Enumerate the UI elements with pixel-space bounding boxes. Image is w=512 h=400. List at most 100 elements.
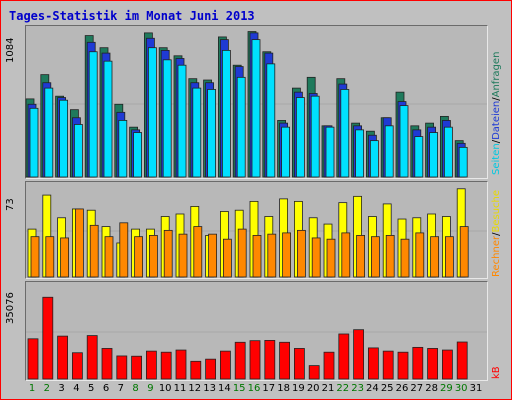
x-tick-label: 27: [410, 383, 424, 394]
x-tick-label: 6: [102, 383, 110, 394]
bar-kb-day-19: [293, 348, 305, 380]
bar-rechner-day-21: [326, 238, 336, 278]
bar-kb-day-1: [27, 338, 39, 380]
x-tick-label: 20: [306, 383, 320, 394]
x-tick-label: 26: [395, 383, 409, 394]
x-tick-label: 1: [28, 383, 36, 394]
bar-kb-day-25: [382, 350, 394, 380]
bar-kb-day-30: [456, 341, 468, 380]
bar-rechner-day-30: [459, 226, 469, 278]
bar-seiten-day-10: [162, 59, 172, 178]
bar-seiten-day-30: [458, 146, 468, 178]
bar-rechner-day-3: [60, 237, 69, 278]
bar-rechner-day-2: [45, 236, 55, 278]
x-tick-label: 14: [218, 383, 231, 394]
bar-kb-day-4: [72, 352, 83, 380]
bar-kb-day-6: [101, 348, 113, 380]
bar-seiten-day-7: [118, 120, 128, 178]
bar-seiten-day-6: [103, 60, 113, 178]
bar-rechner-day-15: [237, 228, 247, 278]
bar-rechner-day-13: [208, 233, 218, 278]
bar-rechner-day-9: [148, 235, 158, 278]
bar-seiten-day-8: [133, 132, 143, 178]
x-tick-label: 19: [292, 383, 305, 394]
x-tick-label: 9: [147, 383, 154, 394]
bar-kb-day-13: [205, 358, 217, 380]
bar-kb-day-9: [145, 350, 157, 380]
x-tick-label: 24: [366, 383, 379, 394]
bar-seiten-day-15: [236, 76, 246, 178]
bar-rechner-day-1: [30, 236, 40, 278]
x-tick-label: 5: [88, 383, 95, 394]
bar-rechner-day-26: [400, 238, 410, 278]
x-tick-label: 8: [132, 383, 139, 394]
x-tick-label: 16: [247, 383, 261, 394]
bar-seiten-day-12: [192, 87, 202, 178]
bar-rechner-day-10: [163, 229, 173, 278]
bar-rechner-day-20: [311, 237, 321, 278]
bar-kb-day-18: [279, 341, 291, 380]
bar-rechner-day-25: [385, 235, 395, 278]
bar-kb-day-26: [397, 351, 409, 380]
bar-rechner-day-23: [356, 235, 366, 278]
bar-seiten-day-24: [369, 140, 379, 178]
bar-seiten-day-25: [384, 125, 394, 178]
bar-seiten-day-3: [59, 99, 68, 178]
bar-kb-day-15: [234, 341, 246, 380]
bar-kb-day-22: [338, 333, 350, 380]
bar-kb-day-5: [86, 335, 98, 380]
x-tick-label: 17: [262, 383, 276, 394]
x-tick-label: 12: [188, 383, 202, 394]
x-tick-label: 2: [43, 383, 50, 394]
bar-seiten-day-14: [221, 49, 231, 178]
bar-kb-day-20: [308, 365, 320, 380]
bar-seiten-day-2: [44, 87, 54, 178]
bar-seiten-day-17: [266, 63, 276, 178]
bar-seiten-day-18: [281, 126, 291, 178]
x-tick-label: 31: [469, 383, 483, 394]
bar-seiten-day-23: [355, 129, 365, 178]
bar-rechner-day-27: [415, 232, 425, 278]
bar-kb-day-10: [160, 351, 172, 380]
bar-rechner-day-18: [282, 232, 292, 278]
x-tick-label: 11: [173, 383, 187, 394]
bar-seiten-day-13: [207, 89, 217, 178]
bar-rechner-day-14: [222, 238, 232, 278]
bar-rechner-day-17: [267, 233, 277, 278]
bar-seiten-day-4: [74, 124, 83, 178]
x-tick-label: 25: [380, 383, 394, 394]
bar-rechner-day-8: [134, 236, 144, 278]
bar-seiten-day-19: [295, 97, 305, 178]
bar-rechner-day-22: [341, 232, 351, 278]
bar-kb-day-23: [353, 329, 365, 380]
bar-rechner-day-4: [75, 208, 84, 278]
bar-rechner-day-28: [430, 236, 440, 278]
x-tick-label: 23: [351, 383, 364, 394]
bar-kb-day-24: [367, 347, 379, 380]
x-tick-label: 28: [425, 383, 438, 394]
x-tick-label: 30: [454, 383, 468, 394]
bar-rechner-day-5: [89, 224, 99, 278]
bar-kb-day-14: [219, 350, 231, 380]
x-tick-label: 13: [203, 383, 216, 394]
chart-title: Tages-Statistik im Monat Juni 2013: [9, 9, 255, 23]
bar-kb-day-3: [57, 335, 68, 380]
x-tick-label: 22: [336, 383, 350, 394]
bar-kb-day-7: [116, 355, 128, 380]
bar-kb-day-27: [412, 346, 424, 380]
x-tick-label: 15: [232, 383, 246, 394]
bar-kb-day-2: [42, 296, 54, 380]
bar-seiten-day-29: [443, 126, 453, 178]
x-tick-label: 7: [117, 383, 124, 394]
bar-seiten-day-21: [325, 126, 335, 178]
bar-rechner-day-7: [119, 222, 129, 278]
bar-kb-day-8: [131, 355, 143, 380]
bar-rechner-day-16: [252, 235, 262, 278]
bar-seiten-day-20: [310, 95, 320, 178]
bar-rechner-day-29: [444, 236, 454, 278]
bar-seiten-day-11: [177, 64, 187, 178]
bar-kb-day-16: [249, 340, 261, 380]
bar-kb-day-11: [175, 349, 187, 380]
bar-seiten-day-27: [414, 136, 424, 178]
